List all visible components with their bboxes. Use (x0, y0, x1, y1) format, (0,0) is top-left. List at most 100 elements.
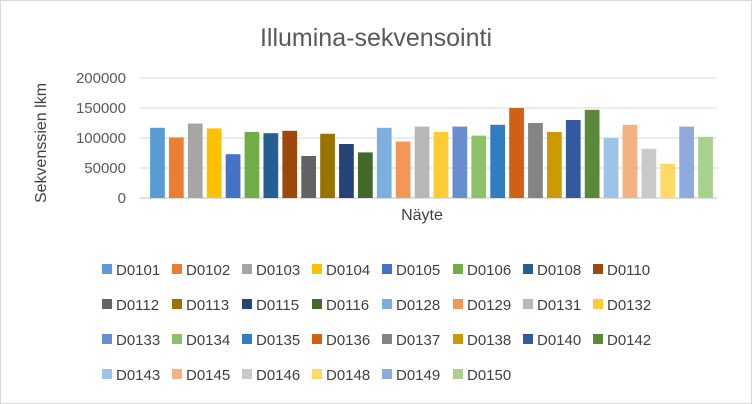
legend-item-d0102: D0102 (172, 262, 230, 279)
legend-swatch (523, 334, 533, 344)
legend-label: D0136 (326, 332, 370, 349)
legend-swatch (242, 334, 252, 344)
legend-swatch (242, 369, 252, 379)
legend-label: D0129 (467, 297, 511, 314)
legend-label: D0108 (537, 262, 581, 279)
bar-d0143 (603, 138, 619, 198)
bar-d0128 (376, 127, 392, 198)
y-tick-labels: 200000 150000 100000 50000 0 (76, 70, 126, 207)
bar-d0145 (622, 124, 638, 198)
legend-label: D0142 (607, 332, 651, 349)
legend-item-d0140: D0140 (523, 332, 581, 349)
y-tick-label: 50000 (84, 160, 126, 177)
legend-label: D0106 (467, 262, 511, 279)
legend-swatch (242, 299, 252, 309)
legend-label: D0115 (256, 297, 299, 314)
legend-swatch (242, 264, 252, 274)
legend-label: D0137 (396, 332, 440, 349)
bar-d0140 (565, 120, 581, 198)
bar-d0115 (339, 144, 354, 198)
legend-label: D0149 (396, 367, 440, 384)
legend-label: D0148 (326, 367, 370, 384)
legend-swatch (593, 299, 603, 309)
bar-d0104 (206, 128, 222, 198)
bar-d0129 (395, 141, 411, 198)
chart-title: Illumina-sekvensointi (260, 24, 492, 52)
legend-item-d0146: D0146 (242, 367, 300, 384)
bar-d0108 (263, 133, 279, 198)
bar-d0116 (357, 152, 373, 198)
legend-swatch (312, 369, 322, 379)
legend-swatch (453, 334, 463, 344)
legend-label: D0146 (256, 367, 300, 384)
x-axis-title: Näyte (401, 207, 443, 224)
legend-item-d0143: D0143 (102, 367, 160, 384)
legend-swatch (523, 299, 533, 309)
legend-item-d0110: D0110 (593, 262, 650, 279)
legend-item-d0133: D0133 (102, 332, 160, 349)
legend-swatch (523, 264, 533, 274)
legend-label: D0110 (607, 262, 650, 279)
legend-label: D0102 (186, 262, 230, 279)
legend-swatch (312, 299, 322, 309)
legend-label: D0140 (537, 332, 581, 349)
y-tick-label: 0 (118, 190, 126, 207)
bar-d0146 (641, 148, 657, 198)
bar-d0138 (546, 132, 562, 198)
legend-item-d0150: D0150 (453, 367, 511, 384)
bar-d0132 (433, 132, 449, 198)
legend-label: D0134 (186, 332, 230, 349)
bar-d0135 (490, 124, 506, 198)
legend-label: D0135 (256, 332, 300, 349)
bar-d0131 (414, 126, 430, 198)
bar-d0148 (660, 163, 676, 198)
legend-swatch (593, 264, 603, 274)
legend-swatch (453, 264, 463, 274)
legend-swatch (312, 264, 322, 274)
legend-item-d0103: D0103 (242, 262, 300, 279)
legend-swatch (172, 264, 182, 274)
legend-item-d0128: D0128 (382, 297, 440, 314)
legend-swatch (382, 369, 392, 379)
bar-d0112 (301, 156, 317, 198)
legend-item-d0129: D0129 (453, 297, 511, 314)
bar-d0133 (452, 126, 468, 198)
legend-label: D0138 (467, 332, 511, 349)
legend-label: D0113 (186, 297, 229, 314)
bar-d0101 (150, 127, 165, 198)
bars (150, 108, 713, 198)
legend-label: D0104 (326, 262, 370, 279)
legend-label: D0112 (116, 297, 159, 314)
legend-swatch (593, 334, 603, 344)
legend-label: D0103 (256, 262, 300, 279)
legend-item-d0104: D0104 (312, 262, 370, 279)
legend-item-d0145: D0145 (172, 367, 230, 384)
legend-swatch (453, 299, 463, 309)
bar-d0142 (584, 109, 600, 198)
legend-item-d0137: D0137 (382, 332, 440, 349)
legend-label: D0145 (186, 367, 230, 384)
legend-swatch (172, 299, 182, 309)
legend-item-d0112: D0112 (102, 297, 159, 314)
legend-item-d0148: D0148 (312, 367, 370, 384)
legend-label: D0143 (116, 367, 160, 384)
legend-item-d0135: D0135 (242, 332, 300, 349)
legend-label: D0132 (607, 297, 651, 314)
legend-label: D0133 (116, 332, 160, 349)
legend-swatch (102, 264, 112, 274)
legend-item-d0113: D0113 (172, 297, 229, 314)
bar-d0106 (244, 132, 260, 198)
legend-swatch (102, 299, 112, 309)
y-tick-label: 100000 (76, 130, 126, 147)
bar-d0105 (225, 154, 241, 198)
bar-d0150 (698, 136, 713, 198)
y-tick-label: 150000 (76, 100, 126, 117)
bar-d0136 (509, 108, 524, 198)
bar-d0113 (320, 133, 335, 198)
legend-swatch (172, 369, 182, 379)
bar-d0149 (679, 126, 695, 198)
legend-swatch (172, 334, 182, 344)
legend-label: D0116 (326, 297, 369, 314)
